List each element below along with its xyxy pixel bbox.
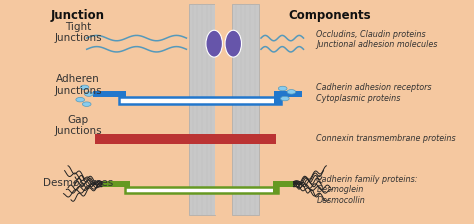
Bar [189, 4, 216, 215]
Text: Tight
Junctions: Tight Junctions [54, 22, 102, 43]
Ellipse shape [225, 30, 241, 57]
Text: Cadherin family proteins:
Desmoglein
Desmocollin: Cadherin family proteins: Desmoglein Des… [317, 175, 418, 205]
Bar [95, 134, 276, 144]
Bar [232, 4, 259, 215]
Text: Cadherin adhesion receptors
Cytoplasmic proteins: Cadherin adhesion receptors Cytoplasmic … [317, 83, 432, 103]
Text: Junction: Junction [51, 9, 105, 22]
FancyBboxPatch shape [0, 0, 445, 224]
Bar [125, 187, 278, 193]
Bar [273, 187, 278, 193]
Bar [216, 4, 232, 215]
Text: Gap
Junctions: Gap Junctions [54, 115, 102, 136]
Bar [125, 187, 130, 193]
Circle shape [287, 90, 296, 94]
Text: Connexin transmembrane proteins: Connexin transmembrane proteins [317, 134, 456, 143]
Text: Adheren
Junctions: Adheren Junctions [54, 74, 102, 96]
Text: Desmosomes: Desmosomes [43, 178, 113, 187]
Circle shape [278, 86, 287, 91]
Bar [273, 181, 295, 187]
Bar [274, 97, 281, 104]
Text: Occludins, Claudin proteins
Junctional adhesion molecules: Occludins, Claudin proteins Junctional a… [317, 30, 438, 49]
Bar [274, 91, 302, 97]
Text: Components: Components [288, 9, 371, 22]
Circle shape [76, 97, 84, 102]
Circle shape [80, 85, 89, 90]
Circle shape [281, 96, 289, 101]
Bar [119, 97, 126, 104]
Circle shape [84, 92, 93, 96]
Bar [93, 91, 126, 97]
Bar [102, 181, 130, 187]
Circle shape [82, 102, 91, 106]
Bar [119, 97, 281, 104]
Ellipse shape [206, 30, 222, 57]
